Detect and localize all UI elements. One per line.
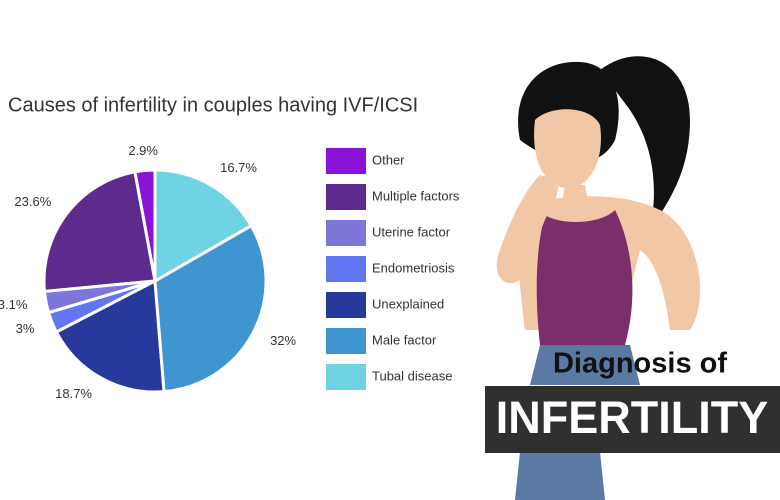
legend: Other Multiple factors Uterine factor Endom… (326, 148, 460, 390)
legend-swatch (326, 220, 366, 246)
top (536, 210, 633, 345)
data-label: 23.6% (14, 194, 51, 209)
data-label: 3% (16, 321, 35, 336)
legend-label: Male factor (372, 332, 437, 347)
legend-swatch (326, 364, 366, 390)
data-label: 18.7% (55, 386, 92, 401)
pie: 2.9% 23.6% 3.1% 3% 18.7% 32% 16.7% (0, 143, 297, 401)
chart-title: Causes of infertility in couples having … (8, 94, 418, 116)
legend-label: Endometriosis (372, 260, 455, 275)
banner-box (485, 386, 780, 453)
banner-line1: Diagnosis of (553, 348, 727, 380)
legend-label: Unexplained (372, 296, 444, 311)
legend-label: Uterine factor (372, 224, 451, 239)
legend-label: Tubal disease (372, 368, 452, 383)
raised-arm (496, 175, 559, 284)
data-label: 32% (270, 333, 296, 348)
illustration (496, 56, 700, 500)
legend-label: Other (372, 152, 405, 167)
pie-slice (54, 278, 166, 394)
legend-swatch (326, 292, 366, 318)
banner-line2: INFERTILITY (496, 392, 768, 443)
pie-slice (153, 223, 268, 394)
legend-swatch (326, 256, 366, 282)
legend-swatch (326, 184, 366, 210)
legend-swatch (326, 148, 366, 174)
pie-slice (153, 168, 254, 284)
legend-swatch (326, 328, 366, 354)
data-label: 16.7% (220, 160, 257, 175)
jeans-lower (515, 452, 605, 500)
face (534, 109, 601, 189)
ponytail (600, 56, 690, 230)
jeans (530, 345, 640, 385)
pie-slice (42, 170, 157, 294)
data-label: 2.9% (128, 143, 158, 158)
legend-label: Multiple factors (372, 188, 460, 203)
data-label: 3.1% (0, 297, 28, 312)
